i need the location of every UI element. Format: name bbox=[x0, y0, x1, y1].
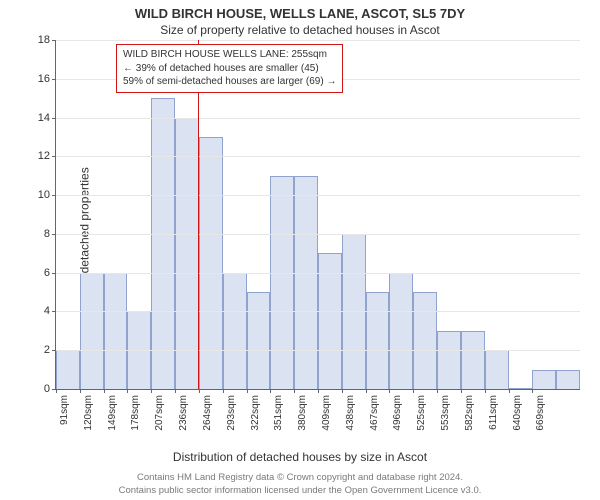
gridline bbox=[56, 118, 580, 119]
xtick-label: 640sqm bbox=[512, 395, 523, 431]
ytick-mark bbox=[52, 195, 56, 196]
xtick-mark bbox=[366, 389, 367, 393]
histogram-bar bbox=[556, 370, 580, 389]
xtick-label: 149sqm bbox=[107, 395, 118, 431]
xtick-mark bbox=[151, 389, 152, 393]
xtick-label: 669sqm bbox=[535, 395, 546, 431]
ytick-mark bbox=[52, 156, 56, 157]
legend-line: 59% of semi-detached houses are larger (… bbox=[123, 75, 336, 89]
chart-container: WILD BIRCH HOUSE, WELLS LANE, ASCOT, SL5… bbox=[0, 0, 600, 500]
xtick-mark bbox=[461, 389, 462, 393]
xtick-mark bbox=[342, 389, 343, 393]
xtick-mark bbox=[389, 389, 390, 393]
footer-line-2: Contains public sector information licen… bbox=[0, 485, 600, 496]
histogram-bar bbox=[104, 273, 128, 389]
legend-line: WILD BIRCH HOUSE WELLS LANE: 255sqm bbox=[123, 48, 336, 62]
ytick-label: 12 bbox=[38, 150, 50, 162]
xtick-mark bbox=[270, 389, 271, 393]
xtick-mark bbox=[127, 389, 128, 393]
histogram-bar bbox=[413, 292, 437, 389]
gridline bbox=[56, 234, 580, 235]
histogram-bar bbox=[437, 331, 461, 389]
gridline bbox=[56, 311, 580, 312]
histogram-bar bbox=[223, 273, 247, 389]
footer-line-1: Contains HM Land Registry data © Crown c… bbox=[0, 472, 600, 483]
xtick-label: 207sqm bbox=[154, 395, 165, 431]
xtick-label: 264sqm bbox=[202, 395, 213, 431]
xtick-mark bbox=[104, 389, 105, 393]
xtick-mark bbox=[199, 389, 200, 393]
xtick-mark bbox=[437, 389, 438, 393]
chart-subtitle: Size of property relative to detached ho… bbox=[0, 23, 600, 37]
ytick-mark bbox=[52, 40, 56, 41]
ytick-label: 16 bbox=[38, 73, 50, 85]
ytick-mark bbox=[52, 311, 56, 312]
ytick-mark bbox=[52, 350, 56, 351]
ytick-label: 2 bbox=[44, 344, 50, 356]
histogram-bar bbox=[509, 388, 533, 389]
xtick-mark bbox=[485, 389, 486, 393]
gridline bbox=[56, 195, 580, 196]
xtick-label: 178sqm bbox=[130, 395, 141, 431]
xtick-mark bbox=[294, 389, 295, 393]
x-axis-label: Distribution of detached houses by size … bbox=[0, 450, 600, 464]
histogram-bar bbox=[366, 292, 390, 389]
ytick-label: 0 bbox=[44, 383, 50, 395]
xtick-label: 611sqm bbox=[488, 395, 499, 430]
xtick-mark bbox=[247, 389, 248, 393]
gridline bbox=[56, 273, 580, 274]
ytick-mark bbox=[52, 79, 56, 80]
histogram-bar bbox=[56, 350, 80, 389]
xtick-label: 120sqm bbox=[83, 395, 94, 431]
xtick-mark bbox=[413, 389, 414, 393]
ytick-label: 18 bbox=[38, 34, 50, 46]
xtick-label: 496sqm bbox=[392, 395, 403, 431]
legend-line: ← 39% of detached houses are smaller (45… bbox=[123, 62, 336, 76]
histogram-bar bbox=[294, 176, 318, 389]
ytick-label: 10 bbox=[38, 189, 50, 201]
ytick-label: 14 bbox=[38, 112, 50, 124]
xtick-label: 553sqm bbox=[440, 395, 451, 431]
ytick-label: 8 bbox=[44, 228, 50, 240]
ytick-mark bbox=[52, 273, 56, 274]
xtick-mark bbox=[532, 389, 533, 393]
xtick-label: 582sqm bbox=[464, 395, 475, 431]
xtick-mark bbox=[175, 389, 176, 393]
xtick-label: 322sqm bbox=[250, 395, 261, 431]
xtick-label: 351sqm bbox=[273, 395, 284, 431]
xtick-label: 409sqm bbox=[321, 395, 332, 431]
gridline bbox=[56, 156, 580, 157]
xtick-mark bbox=[223, 389, 224, 393]
xtick-mark bbox=[80, 389, 81, 393]
ytick-label: 6 bbox=[44, 267, 50, 279]
plot-area: 02468101214161891sqm120sqm149sqm178sqm20… bbox=[55, 40, 580, 390]
xtick-mark bbox=[56, 389, 57, 393]
gridline bbox=[56, 350, 580, 351]
gridline bbox=[56, 40, 580, 41]
histogram-bar bbox=[151, 98, 175, 389]
histogram-bar bbox=[270, 176, 294, 389]
legend-box: WILD BIRCH HOUSE WELLS LANE: 255sqm← 39%… bbox=[116, 44, 343, 93]
xtick-label: 236sqm bbox=[178, 395, 189, 431]
xtick-label: 467sqm bbox=[369, 395, 380, 431]
ytick-mark bbox=[52, 118, 56, 119]
chart-title: WILD BIRCH HOUSE, WELLS LANE, ASCOT, SL5… bbox=[0, 6, 600, 21]
xtick-label: 91sqm bbox=[59, 395, 70, 425]
xtick-label: 380sqm bbox=[297, 395, 308, 431]
xtick-label: 525sqm bbox=[416, 395, 427, 431]
xtick-label: 293sqm bbox=[226, 395, 237, 431]
xtick-label: 438sqm bbox=[345, 395, 356, 431]
xtick-mark bbox=[509, 389, 510, 393]
histogram-bar bbox=[532, 370, 556, 389]
ytick-label: 4 bbox=[44, 305, 50, 317]
histogram-bar bbox=[389, 273, 413, 389]
ytick-mark bbox=[52, 234, 56, 235]
histogram-bar bbox=[175, 118, 199, 389]
histogram-bar bbox=[247, 292, 271, 389]
xtick-mark bbox=[318, 389, 319, 393]
histogram-bar bbox=[485, 350, 509, 389]
histogram-bar bbox=[461, 331, 485, 389]
histogram-bar bbox=[80, 273, 104, 389]
